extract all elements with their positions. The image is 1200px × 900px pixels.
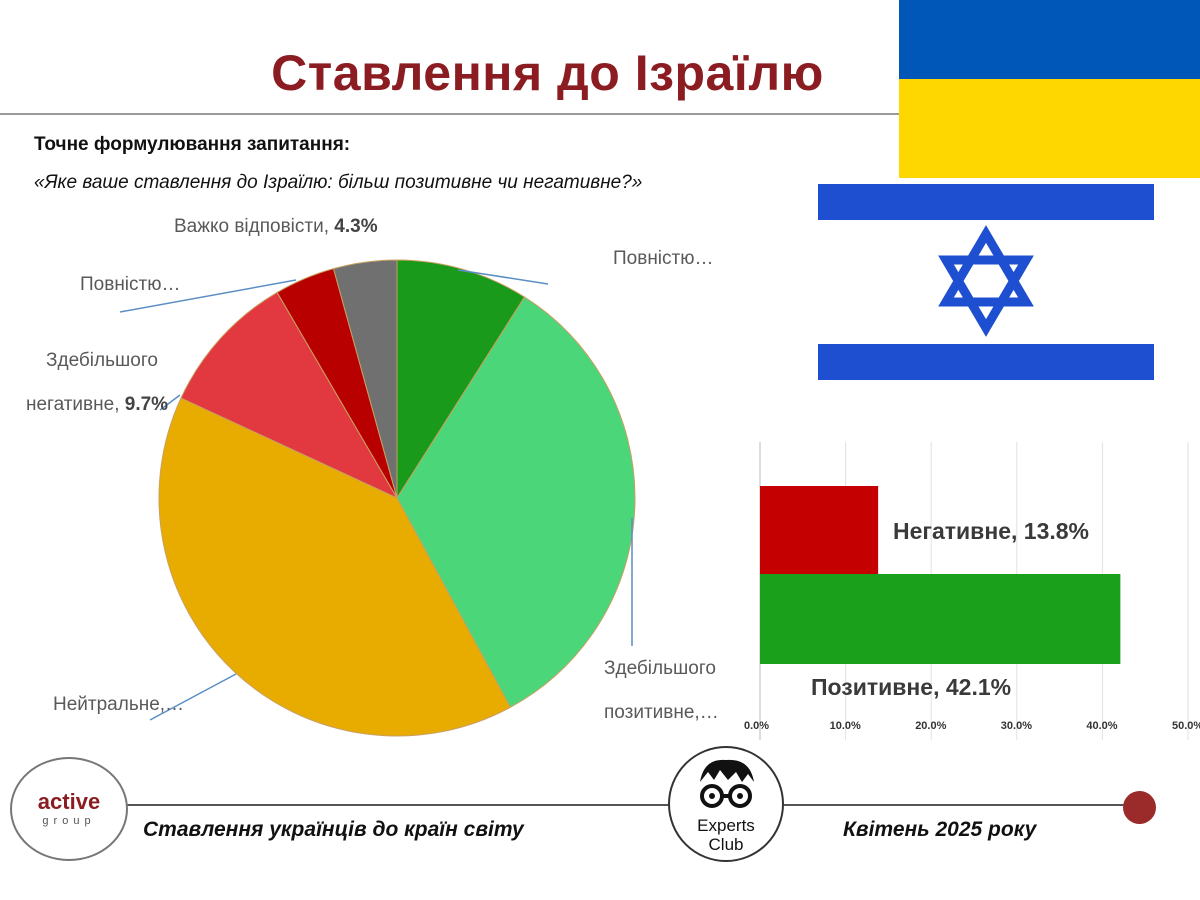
active-group-logo-word: active <box>37 789 101 814</box>
question-heading: Точне формулювання запитання: <box>34 134 351 155</box>
pie-slice-3 <box>180 291 399 500</box>
bar-x-tick-0: 0.0% <box>744 720 770 732</box>
footer-divider <box>120 804 1140 806</box>
star-of-david-triangle-up <box>938 225 1034 307</box>
pie-label-mostly-negative-line1: Здебільшого <box>46 350 158 371</box>
pie-leader-line-2 <box>159 394 181 411</box>
experts-club-logo: Experts Club <box>668 746 784 862</box>
pie-label-mostly-negative-line2: негативне, 9.7% <box>26 394 169 415</box>
footer-dot <box>1123 791 1156 824</box>
pie-slice-0 <box>396 259 526 500</box>
ukraine-flag-yellow <box>899 79 1200 178</box>
bar-negative <box>760 486 879 575</box>
bar-positive <box>760 574 1121 664</box>
active-group-logo-sub: group <box>42 815 96 827</box>
pie-leader-line-4 <box>149 673 237 721</box>
bar-x-tick-5: 50.0% <box>1172 720 1200 732</box>
question-text: «Яке ваше ставлення до Ізраїлю: більш по… <box>34 172 643 193</box>
israel-flag-stripe-bottom <box>818 344 1154 380</box>
pie-label-neutral: Нейтральне,… <box>53 694 185 715</box>
star-of-david-triangle-down <box>938 255 1034 337</box>
pie-label-mostly-positive-line2: позитивне,… <box>604 702 719 723</box>
experts-club-logo-word2: Club <box>708 835 744 854</box>
pie-leader-line-0 <box>457 269 549 285</box>
active-group-logo: active group <box>10 757 128 861</box>
bar-data-label-positive: Позитивне, 42.1% <box>811 674 1012 700</box>
experts-club-logo-word1: Experts <box>697 816 755 835</box>
experts-club-face-icon <box>700 759 754 808</box>
bar-x-tick-2: 20.0% <box>915 720 947 732</box>
footer-right-text: Квітень 2025 року <box>843 818 1037 841</box>
pie-slice-5 <box>332 259 398 499</box>
ukraine-flag-blue <box>899 0 1200 79</box>
pie-label-hard-to-say: Важко відповісти, 4.3% <box>174 216 378 237</box>
bar-x-tick-1: 10.0% <box>829 720 861 732</box>
bar-x-tick-4: 40.0% <box>1086 720 1118 732</box>
page-title: Ставлення до Ізраїлю <box>271 45 824 101</box>
ukraine-flag-icon <box>899 0 1200 178</box>
title-divider <box>0 113 900 115</box>
pie-leader-line-1 <box>119 279 297 313</box>
pie-slice-1 <box>396 296 636 708</box>
bar-chart <box>759 442 1189 740</box>
footer-left-text: Ставлення українців до країн світу <box>143 818 524 841</box>
pie-slice-2 <box>158 397 512 737</box>
pie-label-fully-positive: Повністю… <box>613 248 714 269</box>
pie-label-fully-negative: Повністю… <box>80 274 181 295</box>
israel-flag-svg <box>818 184 1154 380</box>
israel-flag-icon <box>818 182 1154 382</box>
pie-label-mostly-positive-line1: Здебільшого <box>604 658 716 679</box>
pie-chart <box>119 259 636 737</box>
bar-x-tick-3: 30.0% <box>1000 720 1032 732</box>
bar-data-label-negative: Негативне, 13.8% <box>893 518 1089 544</box>
israel-flag-stripe-top <box>818 184 1154 220</box>
